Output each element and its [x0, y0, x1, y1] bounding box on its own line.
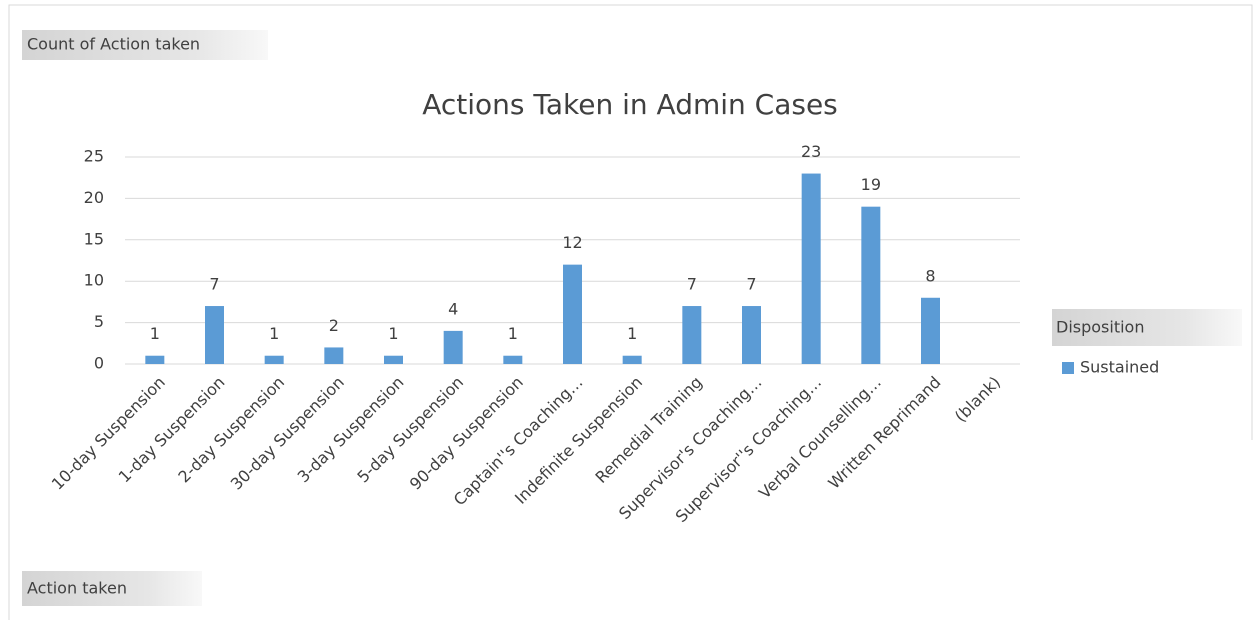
y-tick-label: 15 [84, 229, 104, 248]
field-button[interactable] [1052, 309, 1242, 346]
y-tick-label: 10 [84, 271, 104, 290]
y-tick-label: 20 [84, 188, 104, 207]
field-button-label[interactable]: Action taken [27, 579, 127, 598]
data-label: 7 [687, 275, 697, 294]
field-button-label[interactable]: Disposition [1056, 318, 1144, 337]
data-label: 19 [861, 175, 881, 194]
x-tick-label: (blank) [951, 373, 1004, 426]
y-tick-label: 5 [94, 312, 104, 331]
data-label: 7 [209, 275, 219, 294]
field-button-label[interactable]: Count of Action taken [27, 35, 200, 54]
data-label: 8 [925, 266, 935, 285]
field-button[interactable] [22, 30, 268, 60]
x-tick-label: 90-day Suspension [406, 373, 527, 494]
x-tick-label: 3-day Suspension [294, 373, 408, 487]
bar [145, 355, 165, 364]
x-tick-label: 10-day Suspension [48, 373, 169, 494]
bar [503, 355, 523, 364]
bar [801, 173, 821, 364]
field-button[interactable] [22, 571, 202, 606]
bar [563, 264, 582, 364]
data-label: 1 [627, 324, 637, 343]
chart-frame [8, 4, 1253, 620]
bar [622, 355, 642, 364]
data-label: 1 [508, 324, 518, 343]
data-label: 4 [448, 299, 458, 318]
bar [264, 355, 284, 364]
x-tick-label: 1-day Suspension [115, 373, 229, 487]
x-tick-label: 30-day Suspension [227, 373, 348, 494]
data-label: 23 [801, 142, 821, 161]
bar [443, 330, 463, 364]
bar [384, 355, 403, 364]
bar [324, 347, 344, 364]
chart-title: Actions Taken in Admin Cases [422, 88, 838, 121]
data-label: 7 [746, 275, 756, 294]
data-label: 2 [329, 316, 339, 335]
y-tick-label: 25 [84, 147, 104, 166]
x-tick-label: 2-day Suspension [174, 373, 288, 487]
bar [205, 306, 224, 364]
x-tick-label: Remedial Training [591, 373, 705, 487]
legend-swatch [1062, 362, 1074, 374]
bar [921, 297, 940, 364]
bar [861, 206, 881, 364]
bar [742, 306, 761, 364]
data-label: 1 [388, 324, 398, 343]
bar [682, 306, 702, 364]
data-label: 1 [269, 324, 279, 343]
data-label: 1 [150, 324, 160, 343]
legend-label: Sustained [1080, 358, 1159, 377]
x-tick-label: 5-day Suspension [353, 373, 467, 487]
y-tick-label: 0 [94, 354, 104, 373]
data-label: 12 [562, 233, 582, 252]
x-tick-label: Written Reprimand [824, 373, 944, 493]
